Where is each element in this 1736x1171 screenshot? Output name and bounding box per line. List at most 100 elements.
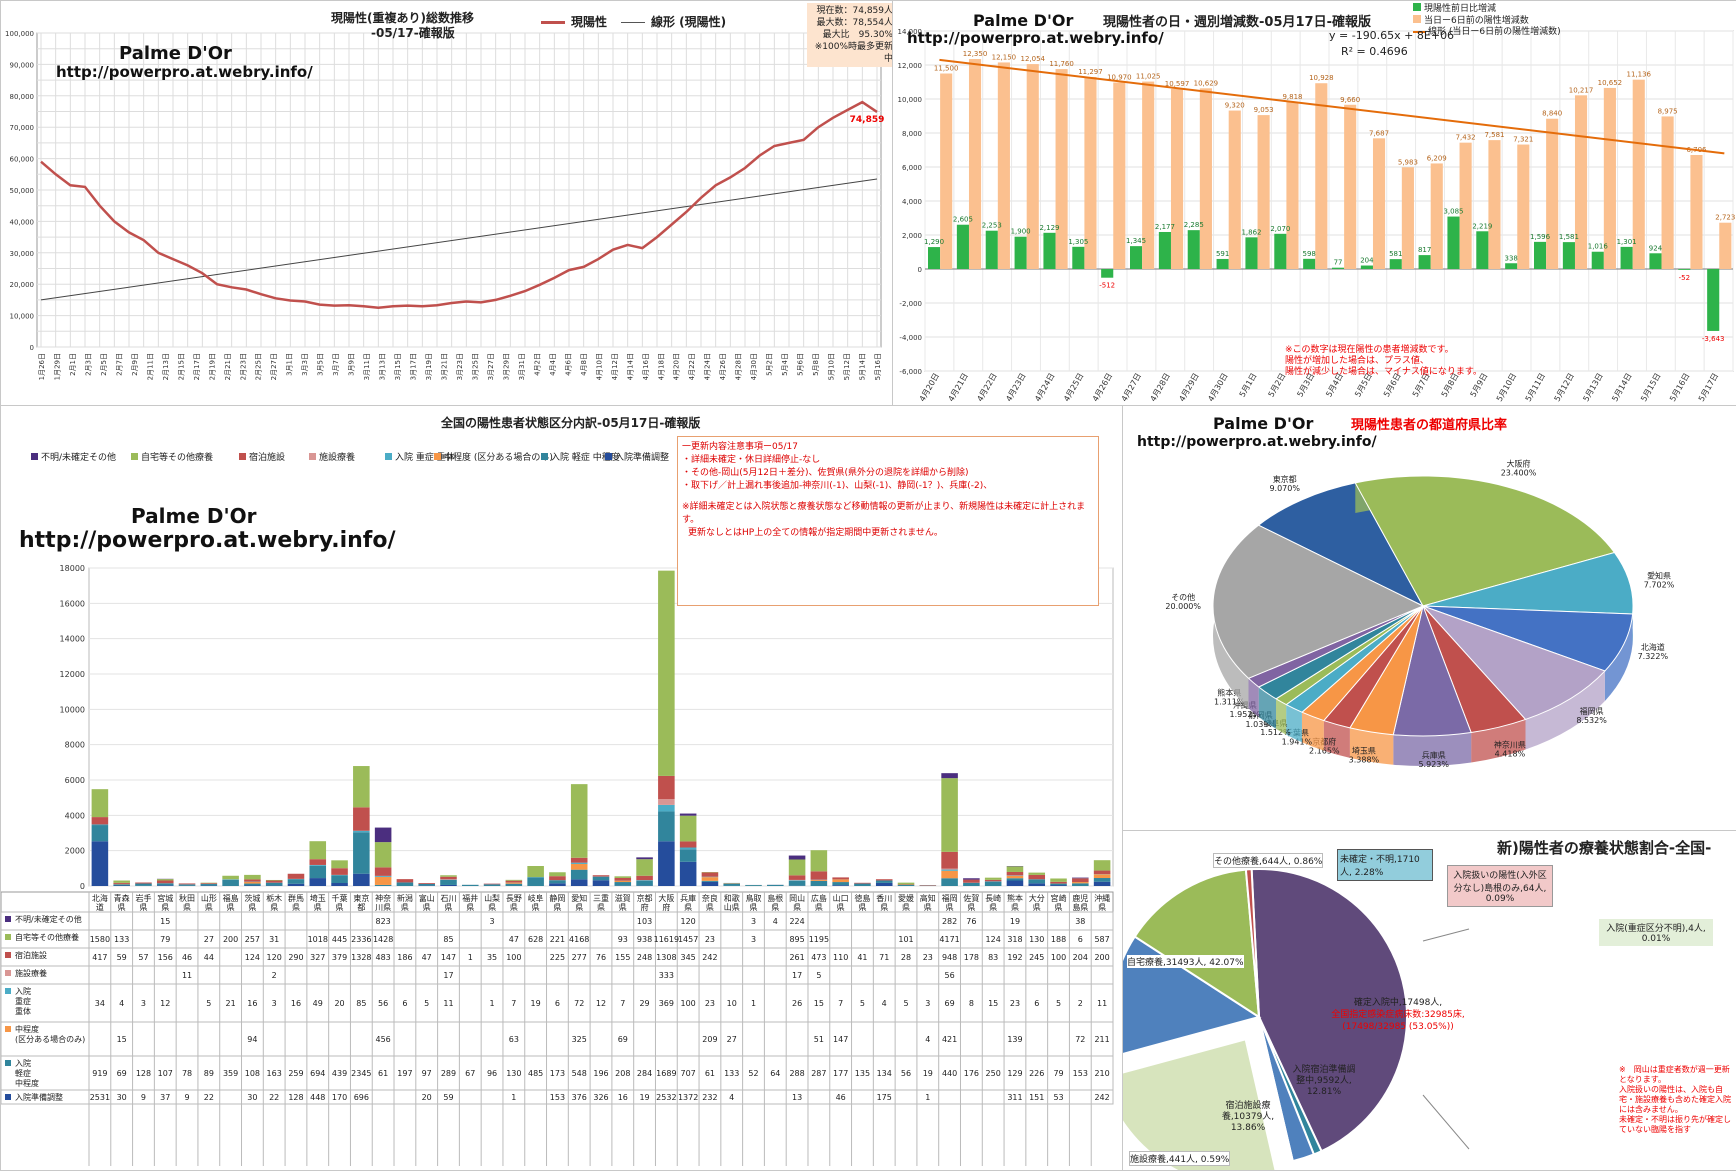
table-col-header: 県 xyxy=(619,903,627,912)
daily-green-bar xyxy=(1217,259,1229,269)
table-cell: 34 xyxy=(95,999,105,1008)
trend-x-tick: 2月15日 xyxy=(177,353,185,380)
status-bar-segment xyxy=(309,878,326,886)
status-bar-segment xyxy=(636,881,653,886)
status-bar-segment xyxy=(1072,878,1089,882)
status-bar-segment xyxy=(941,869,958,870)
care-inpatient-1: 確定入院中,17498人, xyxy=(1323,997,1473,1009)
pref-slice-label: 北海道 xyxy=(1641,642,1665,652)
daily-note-2: 陽性が増加した場合は、プラス値、 xyxy=(1285,356,1482,367)
daily-green-label: 77 xyxy=(1334,259,1343,267)
daily-watermark-name: Palme D'Or xyxy=(973,11,1073,30)
daily-legend-item-2: 当日ー6日前の陽性増減数 xyxy=(1413,15,1561,27)
daily-green-bar xyxy=(1419,255,1431,269)
status-bar-segment xyxy=(462,885,479,886)
table-cell: 8 xyxy=(969,999,974,1008)
care-footnote: ※ 岡山は重症者数が週一更新となります。 入院扱いの陽性は、入院も自宅・施設療養… xyxy=(1619,1065,1735,1135)
table-cell: 288 xyxy=(789,1069,804,1078)
table-row-swatch xyxy=(5,916,11,922)
status-bar-segment xyxy=(1072,878,1089,879)
pref-slice-value: 20.000% xyxy=(1165,602,1201,611)
table-row-label: (区分ある場合のみ) xyxy=(15,1034,85,1044)
table-row-swatch xyxy=(5,934,11,940)
table-col-header: 千葉 xyxy=(332,893,348,903)
table-cell: 4 xyxy=(729,1093,734,1102)
care-label-unknown: 未確定・不明,1710人, 2.28% xyxy=(1337,849,1433,881)
table-cell: 133 xyxy=(114,935,129,944)
table-col-header: 香川 xyxy=(876,893,892,903)
trend-x-tick: 3月5日 xyxy=(317,353,325,376)
status-bar-segment xyxy=(244,885,261,886)
status-bar-segment xyxy=(680,849,697,861)
table-row-label: 重症 xyxy=(15,996,31,1006)
table-cell: 221 xyxy=(550,935,565,944)
status-bar-segment xyxy=(832,882,849,885)
trend-x-tick: 4月22日 xyxy=(688,353,696,380)
table-cell: 120 xyxy=(681,917,696,926)
table-cell: 135 xyxy=(855,1069,870,1078)
table-cell: 938 xyxy=(637,935,652,944)
care-connector-bottom xyxy=(1423,1095,1469,1149)
trend-x-tick: 4月16日 xyxy=(642,353,650,380)
status-bar-segment xyxy=(375,828,392,843)
table-cell: 128 xyxy=(288,1093,303,1102)
daily-green-bar xyxy=(986,231,998,269)
status-bar-segment xyxy=(375,885,392,886)
table-cell: 5 xyxy=(1056,999,1061,1008)
table-cell: 63 xyxy=(509,1035,519,1044)
table-cell: 196 xyxy=(593,1069,608,1078)
table-cell: 147 xyxy=(833,1035,848,1044)
table-row-label: 入院準備調整 xyxy=(15,1092,63,1102)
table-col-header: 広島 xyxy=(811,893,827,903)
table-cell: 26 xyxy=(792,999,802,1008)
table-cell: 3 xyxy=(751,917,756,926)
table-cell: 948 xyxy=(942,953,957,962)
daily-peach-label: 12,150 xyxy=(992,53,1017,61)
care-label-inpatient: 確定入院中,17498人, 全国指定感染症病床数:32985床, (17498/… xyxy=(1323,997,1473,1033)
status-bar-segment xyxy=(1072,883,1089,886)
status-bar-segment xyxy=(418,883,435,884)
table-row-swatch xyxy=(5,1026,11,1032)
table-cell: 57 xyxy=(138,953,148,962)
status-bar-segment xyxy=(1028,879,1045,883)
status-bar-segment xyxy=(244,875,261,880)
table-cell: 72 xyxy=(1075,1035,1085,1044)
daily-green-bar xyxy=(1303,259,1315,269)
pref-pie-chart: 東京都9.070%大阪府23.400%愛知県7.702%北海道7.322%福岡県… xyxy=(1123,406,1736,831)
table-col-header: 県 xyxy=(946,903,954,912)
care-label-facility: 施設療養,441人, 0.59% xyxy=(1129,1151,1230,1166)
table-cell: 38 xyxy=(1075,917,1085,926)
status-bar-segment xyxy=(745,885,762,886)
table-cell: 124 xyxy=(245,953,260,962)
table-cell: 130 xyxy=(506,1069,521,1078)
trend-x-tick: 5月16日 xyxy=(874,353,882,380)
daily-peach-bar xyxy=(1488,140,1500,269)
trend-x-tick: 5月4日 xyxy=(781,353,789,376)
table-cell: 823 xyxy=(375,917,390,926)
daily-peach-label: 12,350 xyxy=(963,50,988,58)
table-col-header: 新潟 xyxy=(397,893,413,903)
table-cell: 4171 xyxy=(939,935,959,944)
status-bar-segment xyxy=(941,878,958,886)
table-cell: 9 xyxy=(184,1093,189,1102)
pref-slice-label: 愛知県 xyxy=(1647,571,1671,581)
table-cell: 250 xyxy=(986,1069,1001,1078)
table-col-header: 鹿児 xyxy=(1072,893,1088,903)
table-cell: 155 xyxy=(615,953,630,962)
status-bar-segment xyxy=(288,884,305,886)
status-bar-segment xyxy=(898,883,915,885)
daily-green-label: 2,285 xyxy=(1184,221,1204,229)
pref-slice-label: 神奈川県 xyxy=(1494,740,1526,750)
table-col-header: 島県 xyxy=(1072,902,1088,912)
daily-r2: R² = 0.4696 xyxy=(1341,45,1408,58)
trend-x-tick: 2月3日 xyxy=(84,353,92,376)
table-cell: 44 xyxy=(204,953,214,962)
table-col-header: 和歌 xyxy=(724,893,740,903)
table-col-header: 岐阜 xyxy=(528,893,544,903)
trend-x-tick: 4月8日 xyxy=(580,353,588,376)
table-cell: 134 xyxy=(877,1069,892,1078)
pref-watermark-name: Palme D'Or xyxy=(1213,414,1313,433)
status-bar-segment xyxy=(92,825,109,841)
table-col-header: 県 xyxy=(902,903,910,912)
